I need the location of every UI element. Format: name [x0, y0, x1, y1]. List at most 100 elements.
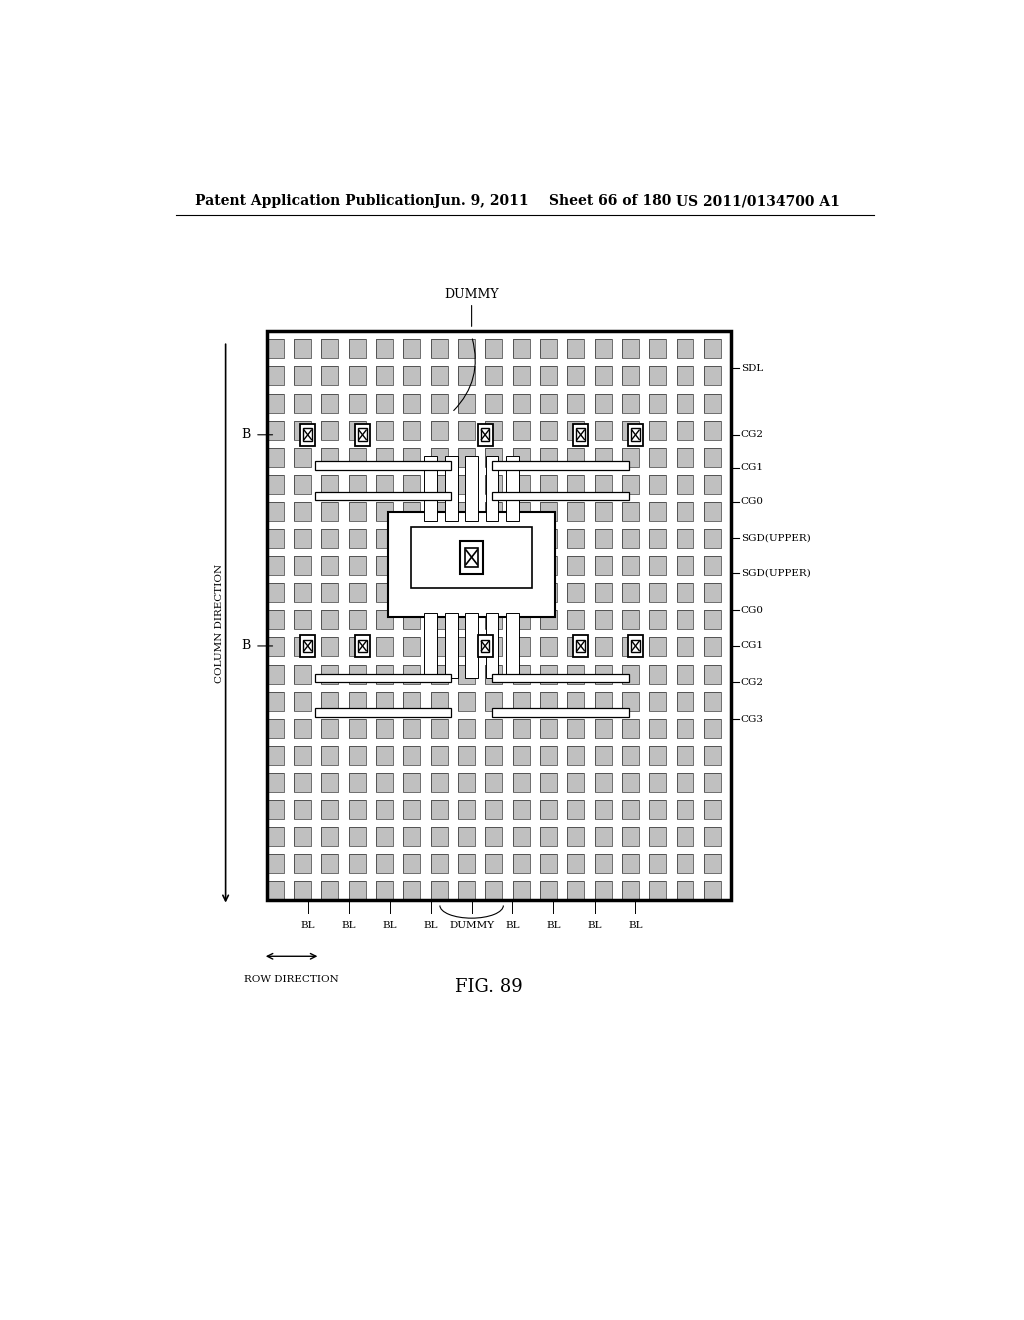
Bar: [567, 746, 585, 764]
Bar: [595, 774, 611, 792]
Bar: [622, 664, 639, 684]
Bar: [513, 746, 529, 764]
Bar: [677, 583, 693, 602]
Bar: [458, 556, 475, 576]
Bar: [403, 664, 421, 684]
Bar: [322, 393, 338, 412]
Bar: [267, 800, 284, 818]
Bar: [485, 457, 499, 521]
Bar: [458, 447, 475, 467]
Bar: [513, 421, 529, 440]
Bar: [294, 556, 311, 576]
Bar: [622, 719, 639, 738]
Bar: [349, 475, 366, 494]
Bar: [649, 556, 667, 576]
Bar: [485, 692, 503, 710]
Bar: [649, 800, 667, 818]
Text: CG2: CG2: [740, 678, 764, 686]
Bar: [376, 367, 393, 385]
Bar: [485, 638, 503, 656]
Text: BL: BL: [588, 921, 602, 929]
Bar: [485, 612, 499, 678]
Bar: [403, 719, 421, 738]
Bar: [628, 635, 643, 657]
Bar: [540, 529, 557, 548]
Bar: [294, 502, 311, 521]
Bar: [567, 393, 585, 412]
Bar: [376, 583, 393, 602]
Bar: [649, 692, 667, 710]
Text: CG1: CG1: [740, 463, 764, 473]
Bar: [403, 664, 421, 684]
Bar: [513, 393, 529, 412]
Bar: [458, 339, 475, 358]
Bar: [349, 882, 366, 900]
Bar: [595, 393, 611, 412]
Bar: [595, 421, 611, 440]
Bar: [677, 638, 693, 656]
Bar: [458, 774, 475, 792]
Text: BL: BL: [424, 921, 438, 929]
Bar: [513, 556, 529, 576]
Bar: [322, 367, 338, 385]
Bar: [622, 746, 639, 764]
Bar: [485, 556, 503, 576]
Bar: [649, 502, 667, 521]
Bar: [461, 540, 483, 574]
Bar: [513, 583, 529, 602]
Bar: [567, 664, 585, 684]
Bar: [649, 447, 667, 467]
Bar: [294, 800, 311, 818]
Bar: [595, 638, 611, 656]
Bar: [540, 638, 557, 656]
Bar: [267, 638, 284, 656]
Bar: [267, 339, 284, 358]
Bar: [431, 774, 447, 792]
Bar: [567, 719, 585, 738]
Bar: [622, 421, 639, 440]
Bar: [677, 556, 693, 576]
Bar: [458, 367, 475, 385]
Bar: [349, 475, 366, 494]
Bar: [314, 675, 452, 682]
Bar: [294, 882, 311, 900]
Bar: [677, 638, 693, 656]
Bar: [649, 828, 667, 846]
Bar: [267, 854, 284, 874]
Bar: [267, 556, 284, 576]
Bar: [403, 556, 421, 576]
Bar: [595, 610, 611, 630]
Bar: [431, 502, 447, 521]
Bar: [294, 529, 311, 548]
Bar: [677, 854, 693, 874]
Bar: [595, 828, 611, 846]
Bar: [485, 475, 503, 494]
Text: BL: BL: [341, 921, 355, 929]
Bar: [376, 610, 393, 630]
Bar: [595, 583, 611, 602]
Bar: [322, 882, 338, 900]
Bar: [540, 475, 557, 494]
Bar: [595, 664, 611, 684]
Bar: [573, 424, 588, 446]
Bar: [458, 475, 475, 494]
Bar: [300, 424, 315, 446]
Bar: [595, 828, 611, 846]
Bar: [485, 529, 503, 548]
Bar: [349, 556, 366, 576]
Bar: [431, 854, 447, 874]
Bar: [595, 854, 611, 874]
Bar: [458, 610, 475, 630]
Bar: [431, 692, 447, 710]
Bar: [622, 774, 639, 792]
Bar: [677, 610, 693, 630]
Bar: [540, 719, 557, 738]
Bar: [485, 583, 503, 602]
Bar: [458, 393, 475, 412]
Bar: [540, 854, 557, 874]
Bar: [513, 882, 529, 900]
Bar: [403, 502, 421, 521]
Bar: [540, 367, 557, 385]
Bar: [444, 612, 458, 678]
Bar: [267, 774, 284, 792]
